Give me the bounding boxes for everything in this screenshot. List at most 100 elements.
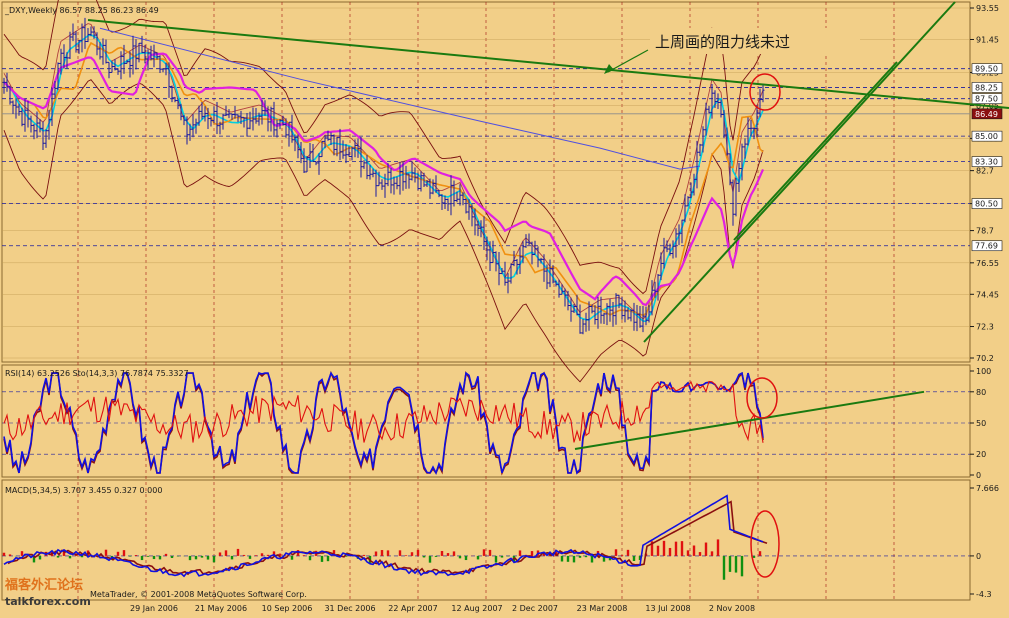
macd-histogram-bar	[482, 549, 486, 556]
macd-header: MACD(5,34,5) 3.707 3.455 0.327 0.000	[5, 486, 162, 495]
price-box	[971, 156, 1003, 167]
rsi-y-tick-label: 80	[976, 388, 986, 397]
macd-histogram-bar	[404, 555, 408, 556]
macd-histogram-bar	[602, 555, 606, 562]
macd-histogram-bar	[662, 540, 666, 556]
macd-histogram-bar	[668, 547, 672, 556]
macd-histogram-bar	[428, 555, 432, 563]
x-tick-label: 2 Nov 2008	[709, 604, 755, 613]
macd-histogram-bar	[230, 555, 234, 560]
macd-histogram-bar	[260, 553, 264, 556]
macd-histogram-bar	[500, 555, 504, 558]
y-tick-label: 78.7	[976, 227, 994, 236]
x-tick-label: 2 Dec 2007	[512, 604, 558, 613]
annotation-text: 上周画的阻力线未过	[655, 33, 790, 51]
macd-histogram-bar	[194, 555, 198, 560]
rsi-y-tick-label: 50	[976, 419, 986, 428]
price-header: _DXY,Weekly 86.57 88.25 86.23 86.49	[4, 6, 159, 15]
macd-histogram-bar	[248, 555, 252, 559]
sto-main-line	[3, 371, 764, 475]
macd-histogram-bar	[56, 555, 60, 558]
y-tick-label: 91.45	[976, 35, 999, 44]
macd-histogram-bar	[212, 555, 216, 563]
price-box-label: 88.25	[975, 83, 998, 92]
price-box-label: 80.50	[975, 200, 998, 209]
macd-histogram-bar	[2, 552, 6, 556]
macd-histogram-bar	[206, 555, 210, 560]
macd-histogram-bar	[650, 541, 654, 556]
macd-histogram-bar	[674, 541, 678, 556]
macd-histogram-bar	[584, 555, 588, 558]
macd-histogram-bar	[758, 551, 762, 556]
macd-histogram-bar	[200, 555, 204, 558]
macd-histogram-bar	[458, 555, 462, 559]
ma-slow-line	[3, 52, 765, 307]
price-box	[971, 108, 1003, 120]
x-tick-label: 10 Sep 2006	[262, 604, 313, 613]
annotation-bg	[650, 28, 860, 54]
macd-histogram-bar	[398, 550, 402, 556]
rsi-y-tick-label: 100	[976, 367, 991, 376]
macd-histogram-bar	[560, 555, 564, 562]
highlight-ellipse-rsi	[746, 377, 778, 419]
price-box	[971, 93, 1003, 104]
macd-histogram-bar	[620, 555, 624, 556]
price-box	[971, 63, 1003, 75]
macd-histogram-bar	[332, 550, 336, 556]
macd-histogram-bar	[686, 550, 690, 556]
macd-histogram-bar	[32, 555, 36, 563]
macd-histogram-bar	[734, 555, 738, 573]
macd-histogram-bar	[422, 555, 426, 558]
macd-histogram-bar	[20, 551, 24, 556]
macd-histogram-bar	[698, 552, 702, 556]
macd-histogram-bar	[626, 549, 630, 556]
macd-histogram-bar	[254, 555, 258, 556]
macd-histogram-bar	[134, 555, 138, 556]
macd-histogram-bar	[218, 552, 222, 556]
macd-histogram-bar	[542, 553, 546, 556]
y-tick-label: 82.7	[976, 167, 994, 176]
x-tick-label: 29 Jan 2006	[130, 604, 178, 613]
macd-histogram-bar	[140, 555, 144, 561]
macd-histogram-bar	[158, 555, 162, 560]
x-tick-label: 13 Jul 2008	[645, 604, 690, 613]
highlight-ellipse-price	[749, 73, 781, 111]
price-box-label: 83.30	[975, 158, 998, 167]
support-trendline-steep	[643, 1, 956, 343]
macd-y-tick-label: 7.666	[976, 484, 999, 493]
macd-histogram-bar	[80, 555, 84, 558]
macd-histogram-bar	[128, 555, 132, 557]
rsi-y-tick-label: 20	[976, 450, 986, 459]
macd-histogram-bar	[308, 555, 312, 561]
macd-histogram-bar	[488, 549, 492, 556]
macd-histogram-bar	[278, 553, 282, 556]
macd-main-line	[3, 494, 764, 578]
y-tick-label: 93.55	[976, 4, 999, 13]
macd-histogram-bar	[326, 555, 330, 562]
macd-histogram-bar	[272, 551, 276, 556]
macd-histogram-bar	[224, 550, 228, 556]
x-tick-label: 31 Dec 2006	[324, 604, 375, 613]
macd-histogram-bar	[122, 550, 126, 556]
rsi-line	[3, 380, 764, 443]
x-tick-label: 22 Apr 2007	[388, 604, 437, 613]
price-box	[971, 82, 1003, 93]
resistance-trendline	[87, 19, 1009, 109]
macd-histogram-bar	[290, 555, 294, 560]
watermark-cn: 福客外汇论坛	[4, 577, 83, 593]
price-box-label: 86.49	[975, 110, 998, 119]
rsi-y-tick-label: 0	[976, 471, 981, 480]
macd-histogram-bar	[266, 554, 270, 556]
macd-histogram-bar	[104, 549, 108, 556]
y-tick-label: 70.2	[976, 354, 994, 363]
macd-panel	[1, 479, 971, 601]
macd-histogram-bar	[410, 552, 414, 556]
macd-histogram-bar	[740, 555, 744, 577]
macd-histogram-bar	[518, 550, 522, 556]
macd-histogram-bar	[476, 555, 480, 560]
y-tick-label: 72.3	[976, 323, 994, 332]
support-trendline-2	[733, 61, 898, 241]
macd-histogram-bar	[728, 555, 732, 572]
